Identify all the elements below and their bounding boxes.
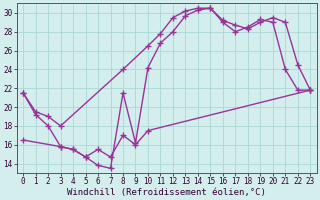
X-axis label: Windchill (Refroidissement éolien,°C): Windchill (Refroidissement éolien,°C)	[67, 188, 266, 197]
